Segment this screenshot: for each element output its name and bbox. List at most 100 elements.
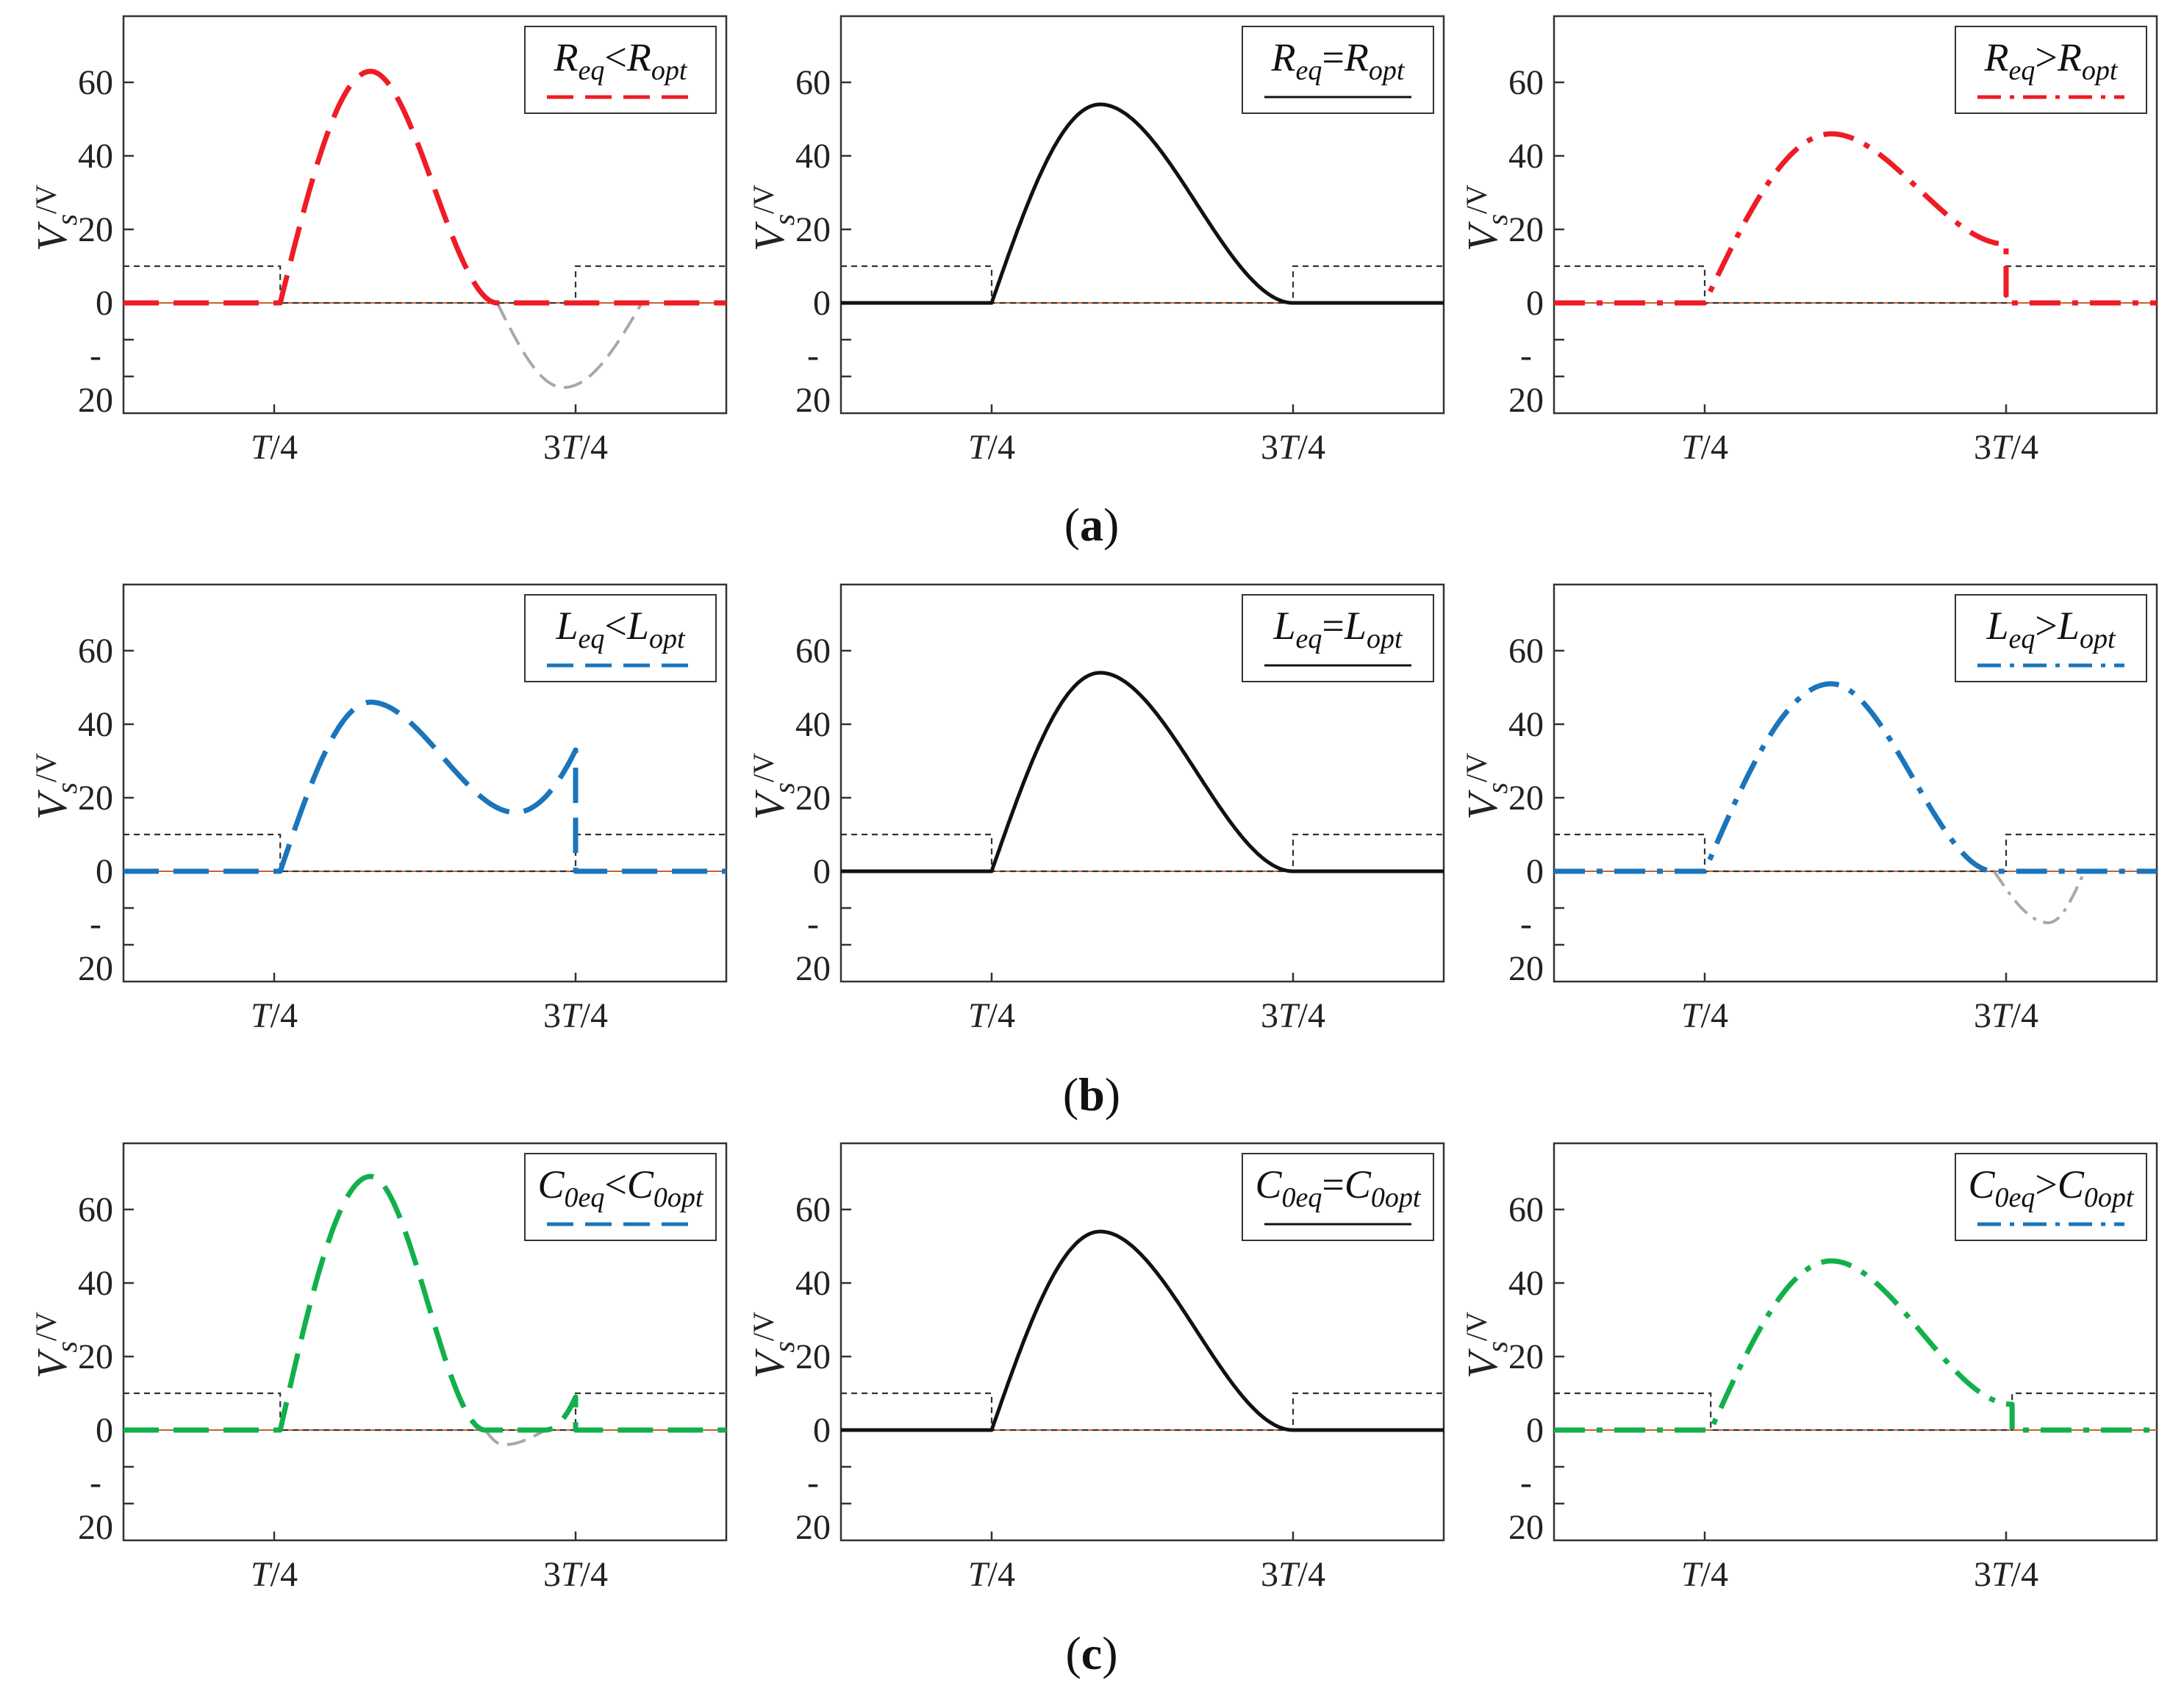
- y-tick-label-minus: -: [90, 336, 101, 375]
- y-tick-label: 40: [78, 1264, 113, 1303]
- y-tick-label-minus: -: [807, 1463, 819, 1502]
- x-tick-label: 3T/4: [543, 1555, 608, 1594]
- y-tick-label: 40: [1508, 705, 1544, 744]
- y-tick-label: 20: [795, 1337, 831, 1376]
- x-tick-label: T/4: [1681, 428, 1728, 467]
- plot-frame: [839, 1142, 1445, 1542]
- y-tick-label-20: 20: [1508, 381, 1544, 420]
- y-tick-label: 0: [813, 284, 831, 323]
- x-tick-label: 3T/4: [543, 428, 608, 467]
- y-tick-label: 0: [1526, 284, 1544, 323]
- x-tick-label: 3T/4: [1974, 1555, 2038, 1594]
- legend: Leq<Lopt: [524, 594, 717, 682]
- y-tick-label: 40: [795, 705, 831, 744]
- y-tick-label-20: 20: [1508, 949, 1544, 988]
- x-tick-label: 3T/4: [1974, 996, 2038, 1035]
- x-tick-label: 3T/4: [1261, 428, 1325, 467]
- y-tick-label-minus: -: [90, 1463, 101, 1502]
- y-tick-label: 40: [1508, 137, 1544, 176]
- gate-signal: [841, 833, 1444, 873]
- legend-label: Req<Ropt: [554, 35, 688, 86]
- y-tick-label: 0: [96, 284, 113, 323]
- y-axis-label: Vs/V: [745, 185, 801, 251]
- y-tick-label: 60: [795, 1190, 831, 1229]
- y-tick-label: 40: [1508, 1264, 1544, 1303]
- plot-frame: [1553, 1142, 2158, 1542]
- y-tick-label: 60: [1508, 63, 1544, 102]
- legend: Req<Ropt: [524, 26, 717, 114]
- series-curve: [840, 1229, 1444, 1432]
- y-tick-label-minus: -: [1520, 336, 1532, 375]
- x-tick-label: T/4: [968, 1555, 1015, 1594]
- legend-label: Req>Ropt: [1984, 35, 2119, 86]
- y-tick-label: 0: [813, 1411, 831, 1450]
- y-tick-label: 60: [1508, 632, 1544, 671]
- y-tick-label: 60: [1508, 1190, 1544, 1229]
- y-tick-label: 40: [795, 1264, 831, 1303]
- legend: C0eq<C0opt: [524, 1153, 717, 1241]
- y-tick-label-minus: -: [1520, 904, 1532, 943]
- y-axis-label: Vs/V: [1458, 753, 1514, 820]
- y-tick-label-20: 20: [795, 1508, 831, 1547]
- x-tick-label: T/4: [251, 428, 298, 467]
- legend-label: Leq=Lopt: [1273, 604, 1403, 654]
- y-tick-label-20: 20: [1508, 1508, 1544, 1547]
- legend-label: C0eq>C0opt: [1969, 1162, 2135, 1213]
- caption-a: (a): [1064, 498, 1120, 551]
- y-tick-label: 60: [78, 1190, 113, 1229]
- legend: Req=Ropt: [1242, 26, 1434, 114]
- gate-signal: [123, 833, 726, 873]
- x-tick-label: T/4: [968, 428, 1015, 467]
- series-curve: [840, 671, 1444, 873]
- x-tick-label: T/4: [1681, 1555, 1728, 1594]
- x-tick-label: 3T/4: [1974, 428, 2038, 467]
- legend: Leq>Lopt: [1955, 594, 2147, 682]
- y-tick-label: 20: [78, 210, 113, 249]
- plot-frame: [1553, 15, 2158, 415]
- y-tick-label-minus: -: [90, 904, 101, 943]
- ghost-curve: [1992, 870, 2086, 925]
- plot-frame: [122, 15, 728, 415]
- legend-label: C0eq<C0opt: [538, 1162, 704, 1213]
- x-tick-label: T/4: [251, 1555, 298, 1594]
- series-curve: [122, 699, 728, 874]
- plot-frame: [839, 583, 1445, 983]
- x-tick-label: T/4: [1681, 996, 1728, 1035]
- y-tick-label: 40: [795, 137, 831, 176]
- series-curve: [1553, 681, 2158, 874]
- y-tick-label: 60: [795, 632, 831, 671]
- plot-frame: [122, 583, 728, 983]
- y-tick-label: 40: [78, 137, 113, 176]
- series-curve: [122, 68, 728, 306]
- y-tick-label: 20: [78, 1337, 113, 1376]
- y-tick-label: 0: [1526, 1411, 1544, 1450]
- y-tick-label-20: 20: [78, 381, 113, 420]
- y-tick-label: 20: [795, 210, 831, 249]
- y-axis-label: Vs/V: [745, 753, 801, 820]
- y-axis-label: Vs/V: [28, 753, 83, 820]
- gate-signal: [1554, 833, 2157, 873]
- gate-signal: [123, 265, 726, 304]
- y-tick-label-20: 20: [78, 949, 113, 988]
- y-tick-label: 0: [1526, 852, 1544, 891]
- gate-signal: [1554, 1392, 2157, 1432]
- y-axis-label: Vs/V: [28, 185, 83, 251]
- gate-signal: [123, 1392, 726, 1432]
- y-tick-label-20: 20: [795, 381, 831, 420]
- legend-label: C0eq=C0opt: [1256, 1162, 1422, 1213]
- series-curve: [1553, 131, 2158, 306]
- y-tick-label-20: 20: [78, 1508, 113, 1547]
- y-tick-label-minus: -: [807, 336, 819, 375]
- plot-frame: [122, 1142, 728, 1542]
- caption-b: (b): [1063, 1068, 1120, 1121]
- y-tick-label-20: 20: [795, 949, 831, 988]
- legend: Req>Ropt: [1955, 26, 2147, 114]
- legend-label: Req=Ropt: [1271, 35, 1406, 86]
- caption-c: (c): [1065, 1627, 1117, 1679]
